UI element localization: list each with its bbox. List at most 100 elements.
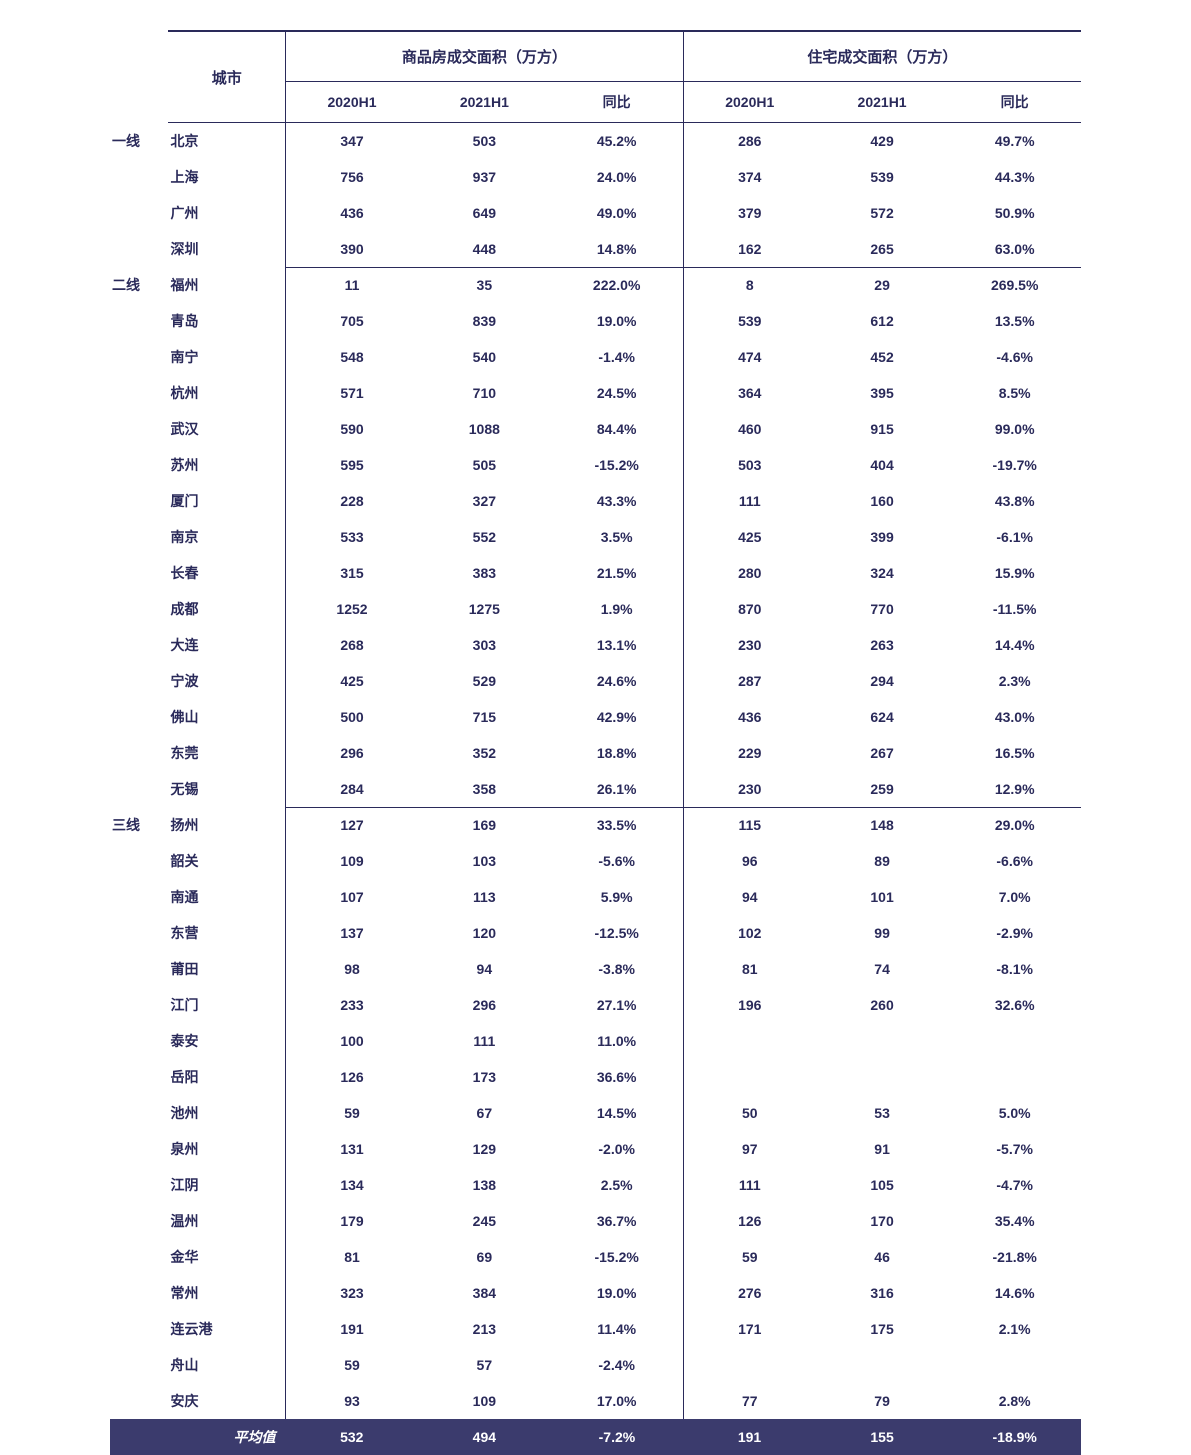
city-cell: 佛山 <box>168 699 285 735</box>
cell-a-2020h1: 595 <box>285 447 418 483</box>
cell-b-2020h1: 229 <box>683 735 816 771</box>
header-b-2020h1: 2020H1 <box>683 82 816 123</box>
cell-b-yoy: 12.9% <box>948 771 1081 807</box>
table-row: 厦门22832743.3%11116043.8% <box>110 483 1081 519</box>
cell-b-yoy: 2.3% <box>948 663 1081 699</box>
cell-a-2021h1: 327 <box>418 483 551 519</box>
cell-b-yoy: 13.5% <box>948 303 1081 339</box>
cell-a-2020h1: 137 <box>285 915 418 951</box>
cell-b-yoy: 44.3% <box>948 159 1081 195</box>
cell-a-yoy: 21.5% <box>551 555 684 591</box>
cell-b-2021h1: 395 <box>816 375 949 411</box>
city-cell: 长春 <box>168 555 285 591</box>
cell-a-2021h1: 103 <box>418 843 551 879</box>
cell-a-2021h1: 69 <box>418 1239 551 1275</box>
cell-a-2020h1: 134 <box>285 1167 418 1203</box>
header-a-2020h1: 2020H1 <box>285 82 418 123</box>
cell-a-2020h1: 98 <box>285 951 418 987</box>
cell-b-2020h1 <box>683 1023 816 1059</box>
cell-b-2020h1: 436 <box>683 699 816 735</box>
cell-b-2021h1: 267 <box>816 735 949 771</box>
city-cell: 池州 <box>168 1095 285 1131</box>
header-b-yoy: 同比 <box>948 82 1081 123</box>
cell-b-2020h1 <box>683 1347 816 1383</box>
cell-a-2021h1: 245 <box>418 1203 551 1239</box>
table-row: 大连26830313.1%23026314.4% <box>110 627 1081 663</box>
cell-a-yoy: 3.5% <box>551 519 684 555</box>
cell-b-2021h1: 53 <box>816 1095 949 1131</box>
table-row: 岳阳12617336.6% <box>110 1059 1081 1095</box>
cell-b-2020h1: 230 <box>683 627 816 663</box>
cell-b-2021h1: 770 <box>816 591 949 627</box>
cell-a-yoy: 45.2% <box>551 123 684 160</box>
city-cell: 舟山 <box>168 1347 285 1383</box>
cell-a-2021h1: 540 <box>418 339 551 375</box>
cell-b-2020h1: 870 <box>683 591 816 627</box>
cell-a-2021h1: 1088 <box>418 411 551 447</box>
cell-b-2021h1: 399 <box>816 519 949 555</box>
cell-b-yoy: -11.5% <box>948 591 1081 627</box>
cell-a-yoy: 43.3% <box>551 483 684 519</box>
cell-a-2021h1: 715 <box>418 699 551 735</box>
cell-b-yoy: -21.8% <box>948 1239 1081 1275</box>
cell-b-yoy: 32.6% <box>948 987 1081 1023</box>
table-row: 二线福州1135222.0%829269.5% <box>110 267 1081 303</box>
cell-b-2020h1: 94 <box>683 879 816 915</box>
footer-a2: 494 <box>418 1419 551 1455</box>
table-row: 池州596714.5%50535.0% <box>110 1095 1081 1131</box>
city-cell: 苏州 <box>168 447 285 483</box>
cell-a-2021h1: 358 <box>418 771 551 807</box>
cell-a-yoy: 26.1% <box>551 771 684 807</box>
header-group-commercial: 商品房成交面积（万方） <box>285 31 683 82</box>
cell-b-2021h1: 624 <box>816 699 949 735</box>
cell-a-2021h1: 173 <box>418 1059 551 1095</box>
cell-a-2020h1: 347 <box>285 123 418 160</box>
cell-b-2021h1: 259 <box>816 771 949 807</box>
city-cell: 江门 <box>168 987 285 1023</box>
header-a-yoy: 同比 <box>551 82 684 123</box>
cell-a-2021h1: 448 <box>418 231 551 267</box>
city-cell: 温州 <box>168 1203 285 1239</box>
cell-a-2020h1: 191 <box>285 1311 418 1347</box>
cell-a-2021h1: 649 <box>418 195 551 231</box>
cell-b-2021h1: 324 <box>816 555 949 591</box>
cell-b-2021h1: 89 <box>816 843 949 879</box>
table-row: 安庆9310917.0%77792.8% <box>110 1383 1081 1419</box>
cell-b-yoy: 5.0% <box>948 1095 1081 1131</box>
cell-b-2020h1: 539 <box>683 303 816 339</box>
city-cell: 无锡 <box>168 771 285 807</box>
cell-a-yoy: 36.7% <box>551 1203 684 1239</box>
cell-b-2020h1: 460 <box>683 411 816 447</box>
table-body: 一线北京34750345.2%28642949.7%上海75693724.0%3… <box>110 123 1081 1420</box>
table-row: 苏州595505-15.2%503404-19.7% <box>110 447 1081 483</box>
cell-a-2020h1: 11 <box>285 267 418 303</box>
cell-a-2021h1: 296 <box>418 987 551 1023</box>
cell-a-2021h1: 552 <box>418 519 551 555</box>
cell-a-2021h1: 503 <box>418 123 551 160</box>
cell-b-2020h1: 230 <box>683 771 816 807</box>
cell-b-yoy: -8.1% <box>948 951 1081 987</box>
cell-a-2020h1: 107 <box>285 879 418 915</box>
cell-b-yoy: 43.8% <box>948 483 1081 519</box>
cell-a-yoy: 24.6% <box>551 663 684 699</box>
city-cell: 泉州 <box>168 1131 285 1167</box>
city-cell: 青岛 <box>168 303 285 339</box>
table-row: 连云港19121311.4%1711752.1% <box>110 1311 1081 1347</box>
city-cell: 北京 <box>168 123 285 160</box>
table-row: 常州32338419.0%27631614.6% <box>110 1275 1081 1311</box>
cell-a-yoy: 18.8% <box>551 735 684 771</box>
cell-a-2021h1: 213 <box>418 1311 551 1347</box>
cell-a-yoy: -15.2% <box>551 1239 684 1275</box>
cell-a-2020h1: 100 <box>285 1023 418 1059</box>
cell-b-2020h1: 8 <box>683 267 816 303</box>
cell-a-2020h1: 126 <box>285 1059 418 1095</box>
cell-a-yoy: -3.8% <box>551 951 684 987</box>
cell-b-2021h1: 99 <box>816 915 949 951</box>
city-cell: 常州 <box>168 1275 285 1311</box>
cell-b-2020h1: 171 <box>683 1311 816 1347</box>
cell-b-yoy: 14.6% <box>948 1275 1081 1311</box>
cell-a-2020h1: 1252 <box>285 591 418 627</box>
cell-a-2020h1: 59 <box>285 1347 418 1383</box>
cell-b-yoy: -2.9% <box>948 915 1081 951</box>
cell-a-2020h1: 268 <box>285 627 418 663</box>
